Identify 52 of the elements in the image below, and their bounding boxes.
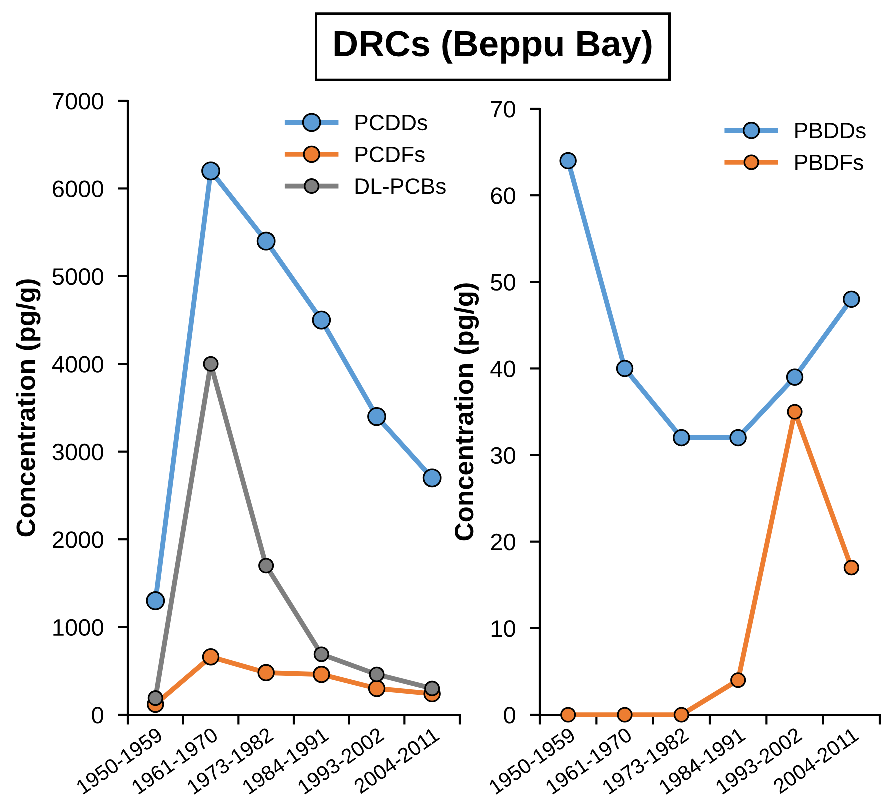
- y-axis-title: Concentration (pg/g): [454, 284, 480, 541]
- point: [844, 560, 860, 576]
- y-tick-label: 2000: [53, 532, 104, 548]
- point: [146, 592, 166, 610]
- legend-label: PBDFs: [796, 154, 864, 170]
- point: [843, 290, 860, 308]
- point: [202, 648, 220, 666]
- point: [730, 429, 747, 447]
- point: [730, 672, 746, 688]
- point: [674, 707, 690, 723]
- point: [312, 310, 332, 330]
- point: [256, 232, 276, 251]
- y-tick-label: 50: [491, 274, 516, 291]
- point: [422, 468, 442, 488]
- point: [258, 664, 275, 682]
- y-tick-label: 60: [491, 188, 516, 204]
- point: [786, 368, 804, 386]
- point: [787, 404, 803, 420]
- legend-label: PBDDs: [796, 123, 866, 139]
- y-tick-label: 1000: [54, 619, 104, 636]
- y-tick-label: 4000: [52, 356, 104, 373]
- legend-label: PCDDs: [356, 114, 428, 131]
- y-axis-title: Concentration (pg/g): [16, 280, 41, 537]
- y-tick-label: 5000: [52, 268, 104, 286]
- y-tick-label: 0: [92, 707, 104, 724]
- point: [368, 407, 386, 426]
- chart-title: DRCs (Beppu Bay): [334, 30, 652, 64]
- point: [616, 360, 634, 378]
- y-tick-label: 70: [491, 101, 516, 118]
- y-tick-label: 20: [491, 534, 516, 551]
- legend-label: DL-PCBs: [356, 178, 446, 194]
- y-tick-label: 0: [504, 707, 516, 724]
- point: [617, 707, 633, 723]
- y-tick-label: 10: [492, 620, 516, 638]
- point: [560, 152, 577, 170]
- y-tick-label: 3000: [52, 444, 104, 461]
- point: [203, 356, 219, 372]
- point: [368, 680, 386, 698]
- point: [258, 558, 274, 574]
- point: [202, 162, 220, 181]
- y-tick-label: 30: [491, 447, 516, 464]
- point: [560, 707, 576, 723]
- y-tick-label: 6000: [53, 180, 104, 198]
- legend-label: PCDFs: [356, 146, 425, 162]
- point: [369, 666, 385, 682]
- point: [313, 666, 330, 684]
- point: [314, 646, 330, 662]
- y-tick-label: 40: [490, 360, 516, 378]
- point: [424, 680, 440, 696]
- point: [148, 690, 164, 706]
- y-tick-label: 7000: [53, 93, 104, 110]
- point: [673, 429, 690, 447]
